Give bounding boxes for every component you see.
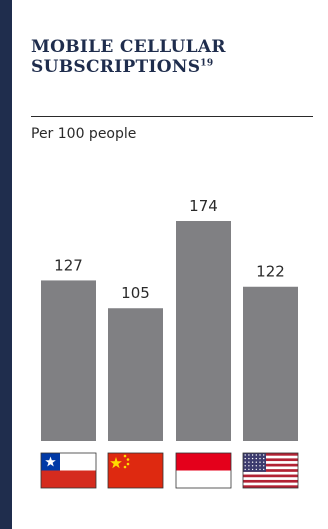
usa-flag-icon xyxy=(242,452,299,489)
data-label: 127 xyxy=(54,256,83,274)
title-divider xyxy=(31,116,313,117)
indonesia-flag-icon xyxy=(175,452,232,489)
title-text: MOBILE CELLULAR SUBSCRIPTIONS xyxy=(31,37,226,77)
chile-flag-icon xyxy=(40,452,97,489)
data-label: 174 xyxy=(189,197,218,215)
chart-subtitle: Per 100 people xyxy=(31,126,137,142)
data-label: 105 xyxy=(121,284,150,302)
accent-sidebar xyxy=(0,0,12,529)
china-flag-icon xyxy=(107,452,164,489)
bar-united-states xyxy=(243,286,298,441)
data-label: 122 xyxy=(256,263,285,281)
bar-indonesia xyxy=(176,221,231,441)
title-footnote: 19 xyxy=(200,58,214,69)
bar-china xyxy=(108,308,163,441)
bar-chile xyxy=(41,280,96,441)
chart-title: MOBILE CELLULAR SUBSCRIPTIONS19 xyxy=(31,37,321,77)
